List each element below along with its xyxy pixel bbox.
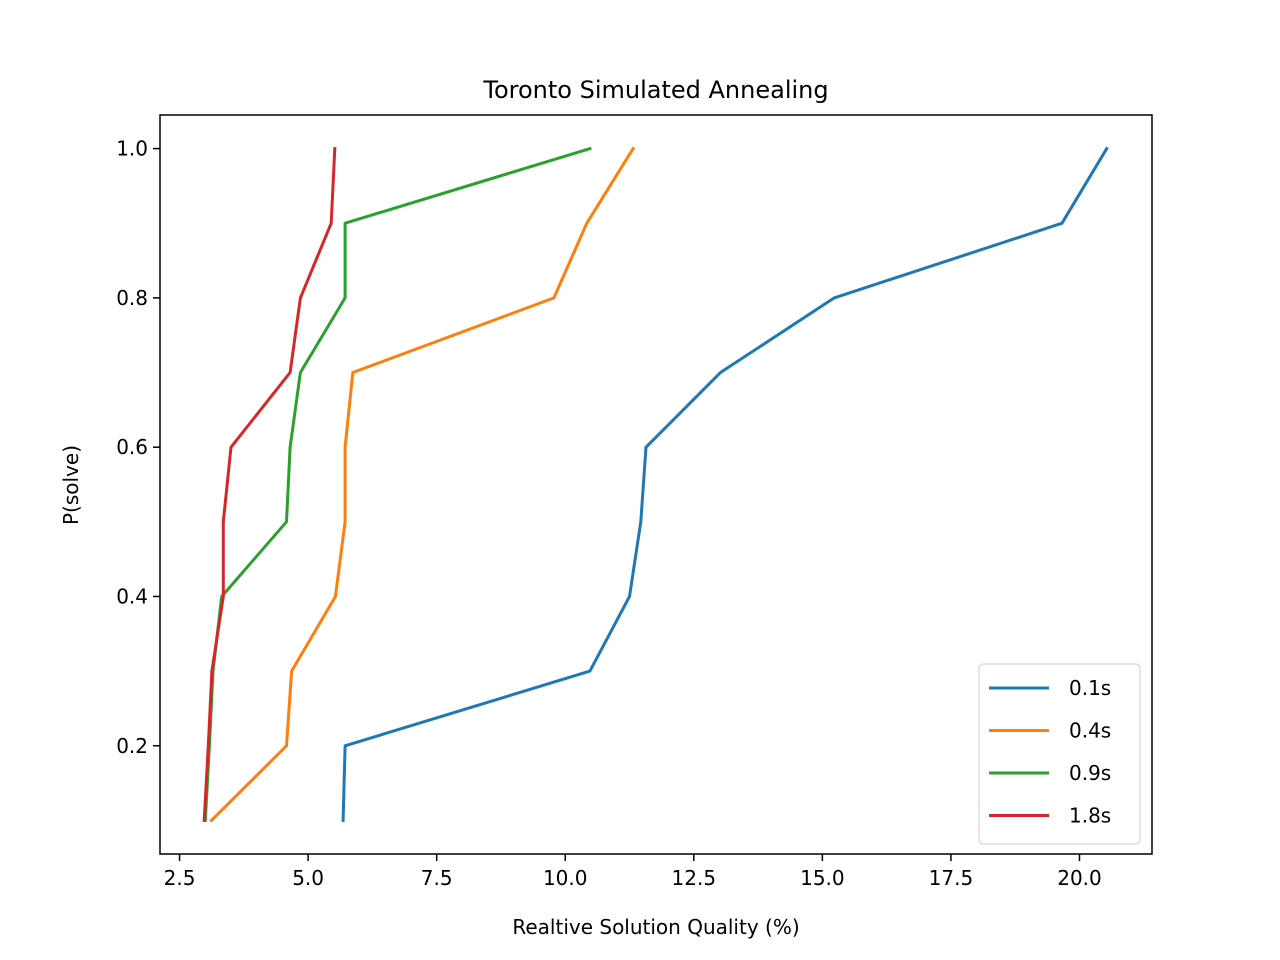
- x-tick-label: 12.5: [672, 866, 717, 890]
- series-line-0-4s: [209, 146, 636, 823]
- legend: 0.1s 0.4s 0.9s 1.8s: [978, 663, 1141, 845]
- legend-box: [978, 663, 1141, 845]
- legend-label: 0.4s: [1069, 719, 1111, 743]
- legend-label: 0.1s: [1069, 676, 1111, 700]
- x-tick-label: 20.0: [1057, 866, 1102, 890]
- x-tick-label: 5.0: [292, 866, 324, 890]
- plot-frame: [159, 114, 1153, 855]
- y-tick-label: 0.2: [116, 734, 148, 758]
- series-line-0-1s: [341, 146, 1109, 822]
- chart-title: Toronto Simulated Annealing: [482, 76, 828, 104]
- x-tick-label: 7.5: [421, 866, 453, 890]
- y-tick-label: 1.0: [116, 137, 148, 161]
- y-axis-ticks: 0.2 0.4 0.6 0.8 1.0: [116, 137, 160, 758]
- x-tick-label: 2.5: [164, 866, 196, 890]
- plot-lines: [202, 146, 1109, 823]
- y-tick-label: 0.4: [116, 584, 148, 608]
- legend-label: 0.9s: [1069, 761, 1111, 785]
- x-tick-label: 10.0: [543, 866, 588, 890]
- series-line-1-8s: [202, 147, 337, 822]
- y-tick-label: 0.6: [116, 435, 148, 459]
- x-axis-label: Realtive Solution Quality (%): [512, 915, 799, 939]
- y-tick-label: 0.8: [116, 286, 148, 310]
- legend-label: 1.8s: [1069, 804, 1111, 828]
- x-tick-label: 15.0: [800, 866, 845, 890]
- y-axis-label: P(solve): [59, 445, 83, 525]
- x-axis-ticks: 2.5 5.0 7.5 10.0 12.5 15.0 17.5 20.0: [164, 854, 1102, 890]
- x-tick-label: 17.5: [929, 866, 974, 890]
